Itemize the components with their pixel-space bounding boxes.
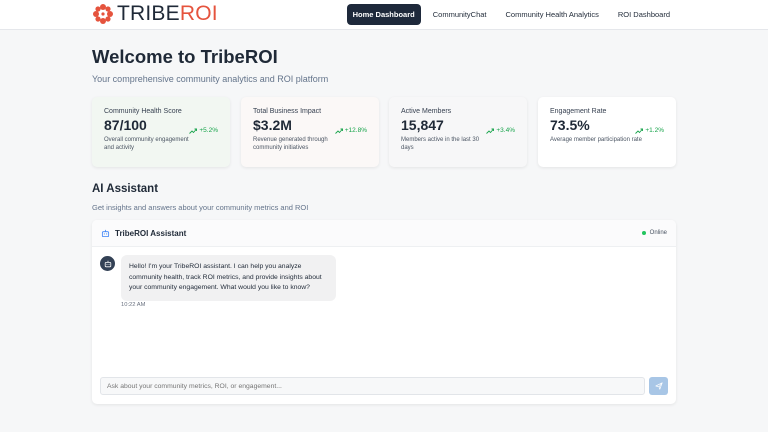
bot-icon — [101, 229, 110, 238]
bot-avatar-icon — [104, 260, 111, 267]
stat-value: $3.2M — [253, 117, 292, 133]
assistant-message: Hello! I'm your TribeROI assistant. I ca… — [121, 255, 336, 302]
nav-roi-dashboard[interactable]: ROI Dashboard — [617, 10, 670, 19]
stat-change-value: +5.2% — [199, 127, 218, 134]
chat-message-input[interactable] — [100, 377, 645, 395]
stat-card-engagement-rate: Engagement Rate 73.5% +1.2% Average memb… — [538, 97, 676, 167]
main-content: Welcome to TribeROI Your comprehensive c… — [92, 30, 676, 404]
logo-text-roi: ROI — [179, 2, 218, 25]
flower-logo-icon — [93, 4, 113, 24]
nav-community-health-analytics[interactable]: Community Health Analytics — [505, 10, 599, 19]
stat-change-value: +3.4% — [496, 127, 515, 134]
stat-change-value: +12.8% — [344, 127, 367, 134]
stat-change: +1.2% — [635, 127, 664, 134]
stat-value: 15,847 — [401, 117, 444, 133]
send-button[interactable] — [649, 377, 668, 395]
nav-home-dashboard[interactable]: Home Dashboard — [346, 4, 421, 25]
stats-cards: Community Health Score 87/100 +5.2% Over… — [92, 97, 676, 167]
trend-up-icon — [334, 128, 343, 134]
chat-header: TribeROI Assistant Online — [92, 220, 676, 247]
ai-assistant-heading: AI Assistant — [92, 183, 159, 195]
stat-change: +3.4% — [486, 127, 515, 134]
logo-text-tribe: TRIBE — [117, 2, 180, 25]
assistant-avatar — [100, 256, 115, 271]
stat-value: 87/100 — [104, 117, 147, 133]
ai-assistant-subheading: Get insights and answers about your comm… — [92, 203, 309, 212]
stat-description: Average member participation rate — [550, 137, 642, 143]
stat-label: Total Business Impact — [253, 108, 322, 115]
chat-panel: TribeROI Assistant Online Hello! I'm you… — [92, 220, 676, 404]
stat-description: Overall community engagement and activit… — [104, 137, 189, 152]
stat-value: 73.5% — [550, 117, 590, 133]
message-timestamp: 10:22 AM — [121, 302, 146, 308]
top-navigation-bar: TRIBEROI Home Dashboard CommunityChat Co… — [0, 0, 768, 30]
stat-change: +12.8% — [334, 127, 367, 134]
logo-text: TRIBEROI — [117, 2, 218, 26]
send-icon — [654, 382, 663, 390]
page-subtitle: Your comprehensive community analytics a… — [92, 74, 329, 84]
logo[interactable]: TRIBEROI — [92, 2, 218, 26]
stat-change-value: +1.2% — [645, 127, 664, 134]
stat-card-business-impact: Total Business Impact $3.2M +12.8% Reven… — [241, 97, 379, 167]
trend-up-icon — [635, 128, 644, 134]
status-badge: Online — [641, 230, 667, 236]
stat-card-active-members: Active Members 15,847 +3.4% Members acti… — [389, 97, 527, 167]
status-text: Online — [649, 230, 667, 236]
stat-label: Community Health Score — [104, 108, 182, 115]
stat-description: Revenue generated through community init… — [253, 137, 328, 152]
stat-label: Engagement Rate — [550, 108, 607, 115]
stat-description: Members active in the last 30 days — [401, 137, 480, 152]
stat-change: +5.2% — [189, 127, 218, 134]
chat-title: TribeROI Assistant — [115, 228, 187, 238]
page-title: Welcome to TribeROI — [92, 46, 278, 67]
trend-up-icon — [189, 128, 198, 134]
main-nav: Home Dashboard CommunityChat Community H… — [346, 4, 677, 25]
online-indicator-icon — [641, 231, 646, 235]
trend-up-icon — [486, 128, 495, 134]
stat-label: Active Members — [401, 108, 452, 115]
nav-community-chat[interactable]: CommunityChat — [432, 10, 487, 19]
stat-card-community-health: Community Health Score 87/100 +5.2% Over… — [92, 97, 230, 167]
